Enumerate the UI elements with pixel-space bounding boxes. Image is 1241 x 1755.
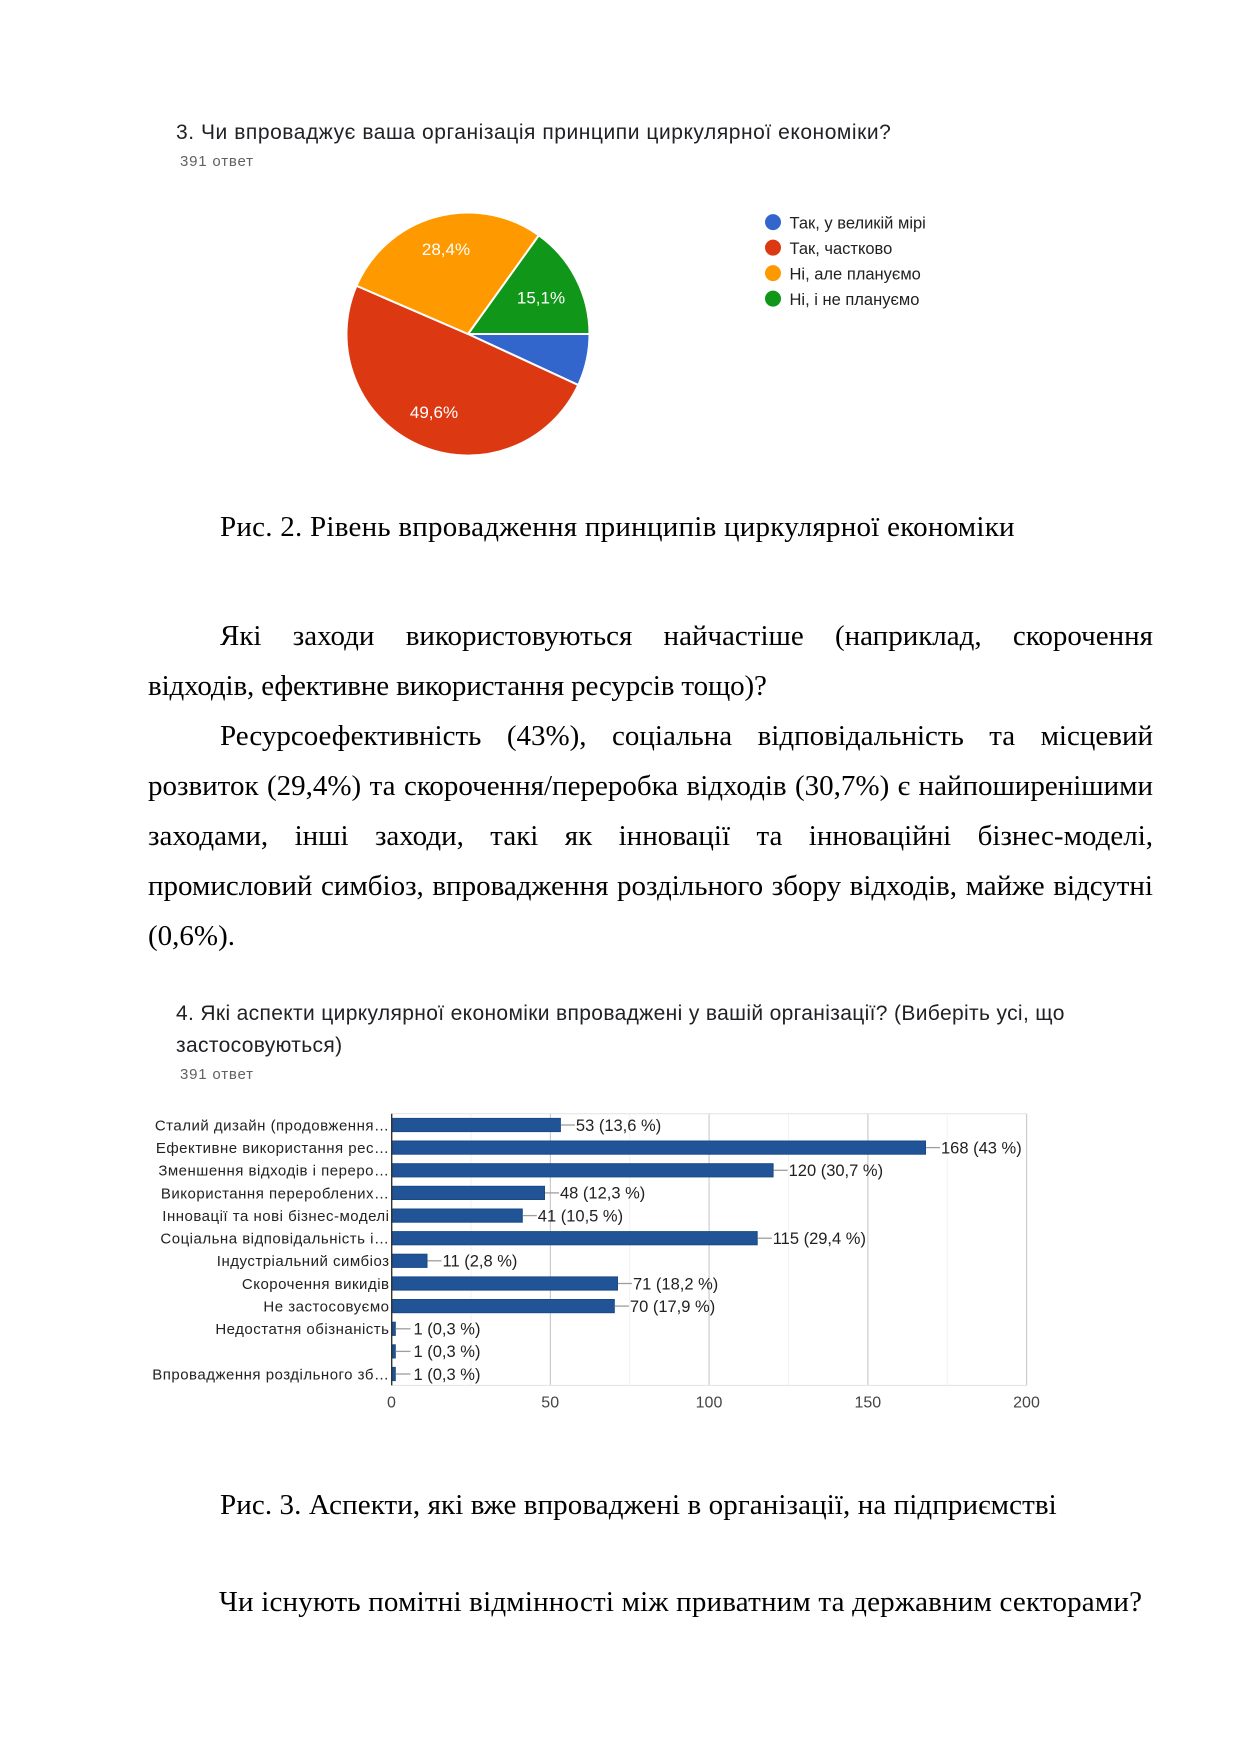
svg-text:11 (2,8 %): 11 (2,8 %)	[443, 1253, 518, 1271]
svg-text:100: 100	[696, 1395, 723, 1412]
svg-text:41 (10,5 %): 41 (10,5 %)	[538, 1207, 623, 1225]
svg-text:115 (29,4 %): 115 (29,4 %)	[773, 1230, 866, 1248]
svg-text:Інновації та нові бізнес-модел: Інновації та нові бізнес-моделі	[162, 1208, 389, 1225]
svg-text:48 (12,3 %): 48 (12,3 %)	[560, 1185, 645, 1203]
svg-text:0: 0	[387, 1395, 396, 1412]
svg-text:Так, у великій мірі: Так, у великій мірі	[790, 214, 926, 232]
svg-text:15,1%: 15,1%	[517, 289, 565, 308]
svg-text:50: 50	[541, 1395, 559, 1412]
svg-text:Зменшення відходів і переро…: Зменшення відходів і переро…	[158, 1163, 389, 1180]
svg-text:120 (30,7 %): 120 (30,7 %)	[789, 1162, 883, 1180]
svg-text:1 (0,3 %): 1 (0,3 %)	[414, 1343, 481, 1361]
svg-text:Недостатня обізнаність: Недостатня обізнаність	[215, 1321, 389, 1338]
svg-text:Ні, і не плануємо: Ні, і не плануємо	[790, 291, 920, 309]
svg-text:Ефективне використання рес…: Ефективне використання рес…	[156, 1140, 390, 1157]
svg-text:53 (13,6 %): 53 (13,6 %)	[576, 1117, 661, 1135]
svg-text:1 (0,3 %): 1 (0,3 %)	[414, 1321, 481, 1339]
svg-text:70 (17,9 %): 70 (17,9 %)	[630, 1298, 715, 1316]
svg-text:Соціальна відповідальність і…: Соціальна відповідальність і…	[160, 1231, 389, 1248]
svg-text:Сталий дизайн (продовження…: Сталий дизайн (продовження…	[155, 1117, 390, 1134]
svg-text:Використання перероблених…: Використання перероблених…	[161, 1185, 390, 1202]
svg-text:150: 150	[854, 1395, 881, 1412]
svg-text:Скорочення викидів: Скорочення викидів	[242, 1276, 390, 1293]
svg-text:Ні, але плануємо: Ні, але плануємо	[790, 265, 921, 283]
svg-text:168 (43 %): 168 (43 %)	[941, 1139, 1022, 1157]
svg-text:Індустріальний симбіоз: Індустріальний симбіоз	[217, 1253, 390, 1270]
svg-text:Не застосовуємо: Не застосовуємо	[263, 1299, 389, 1316]
svg-text:Впровадження роздільного зб…: Впровадження роздільного зб…	[152, 1366, 389, 1383]
svg-text:Так, частково: Так, частково	[790, 240, 893, 258]
svg-text:49,6%: 49,6%	[410, 403, 458, 422]
svg-text:28,4%: 28,4%	[422, 240, 470, 259]
svg-text:71 (18,2 %): 71 (18,2 %)	[633, 1275, 718, 1293]
svg-text:1 (0,3 %): 1 (0,3 %)	[414, 1366, 481, 1384]
svg-text:200: 200	[1013, 1395, 1040, 1412]
